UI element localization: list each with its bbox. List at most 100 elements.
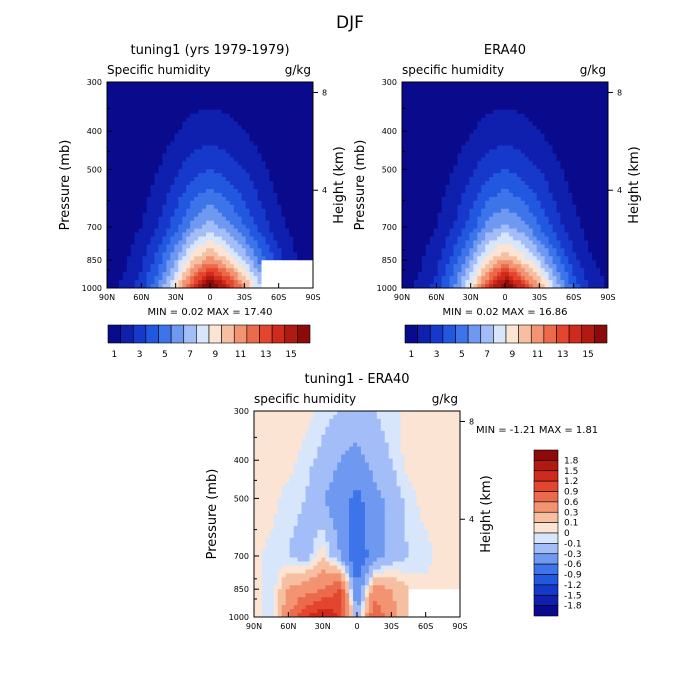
field-cell	[405, 117, 411, 123]
field-cell	[198, 133, 203, 138]
field-cell	[572, 93, 577, 99]
field-cell	[592, 125, 597, 130]
field-cell	[110, 252, 116, 257]
field-cell	[465, 220, 470, 226]
field-cell	[584, 208, 589, 214]
field-cell	[457, 185, 462, 190]
field-cell	[596, 169, 601, 174]
field-cell	[532, 165, 538, 170]
field-cell	[457, 82, 462, 87]
field-cell	[453, 196, 458, 202]
field-cell	[210, 200, 215, 206]
field-cell	[501, 109, 506, 115]
field-cell	[461, 192, 466, 198]
field-cell	[281, 272, 286, 277]
field-cell	[261, 177, 266, 182]
field-cell	[556, 145, 561, 150]
field-cell	[253, 121, 258, 126]
field-cell	[309, 284, 314, 289]
field-cell	[182, 248, 187, 253]
field-cell	[297, 228, 302, 233]
field-cell	[501, 133, 506, 138]
field-cell	[118, 252, 124, 257]
field-cell	[576, 196, 581, 202]
field-cell	[528, 236, 534, 241]
field-cell	[206, 244, 211, 249]
field-cell	[477, 173, 482, 178]
field-cell	[309, 216, 314, 222]
field-cell	[600, 129, 605, 134]
field-cell	[305, 272, 310, 277]
field-cell	[198, 137, 203, 142]
field-cell	[536, 125, 542, 130]
field-cell	[584, 200, 589, 206]
field-cell	[269, 208, 274, 214]
field-cell	[457, 224, 462, 229]
field-cell	[576, 101, 581, 107]
field-cell	[134, 220, 140, 226]
field-cell	[194, 200, 199, 206]
field-cell	[552, 216, 557, 222]
field-cell	[413, 82, 419, 87]
field-cell	[301, 208, 306, 214]
field-cell	[508, 216, 514, 222]
field-cell	[520, 216, 526, 222]
field-cell	[528, 129, 534, 134]
field-cell	[297, 113, 302, 119]
field-cell	[501, 101, 506, 107]
field-cell	[249, 228, 254, 233]
field-cell	[210, 192, 215, 198]
field-cell	[261, 149, 266, 154]
field-cell	[572, 216, 577, 222]
field-cell	[265, 101, 270, 107]
field-cell	[190, 181, 195, 186]
field-cell	[245, 280, 251, 285]
field-cell	[580, 161, 585, 166]
field-cell	[413, 188, 419, 194]
field-cell	[285, 216, 290, 222]
field-cell	[265, 248, 270, 253]
field-cell	[289, 224, 294, 229]
field-cell	[485, 145, 490, 150]
field-cell	[429, 101, 435, 107]
field-cell	[477, 169, 482, 174]
field-cell	[309, 248, 314, 253]
field-cell	[457, 97, 462, 103]
field-cell	[425, 173, 431, 178]
field-cell	[528, 161, 534, 166]
field-cell	[497, 181, 502, 186]
field-cell	[524, 125, 530, 130]
field-cell	[453, 224, 458, 229]
field-cell	[257, 125, 262, 130]
field-cell	[162, 141, 167, 146]
field-cell	[536, 204, 542, 210]
field-cell	[166, 252, 171, 257]
field-cell	[269, 228, 274, 233]
field-cell	[110, 165, 116, 170]
field-cell	[552, 82, 557, 87]
field-cell	[297, 280, 302, 285]
field-cell	[528, 220, 534, 226]
field-cell	[150, 157, 155, 162]
field-cell	[257, 89, 262, 95]
field-cell	[305, 121, 310, 126]
field-cell	[186, 216, 191, 222]
field-cell	[449, 82, 454, 87]
field-cell	[245, 284, 251, 289]
field-cell	[580, 133, 585, 138]
field-cell	[225, 129, 231, 134]
field-cell	[174, 224, 179, 229]
field-cell	[309, 145, 314, 150]
field-cell	[162, 220, 167, 226]
field-cell	[126, 89, 132, 95]
field-cell	[457, 113, 462, 119]
colorbar-label: 9	[212, 350, 218, 360]
field-cell	[465, 204, 470, 210]
field-cell	[142, 244, 148, 249]
field-cell	[576, 244, 581, 249]
field-cell	[237, 145, 243, 150]
field-cell	[289, 256, 294, 261]
field-cell	[469, 244, 474, 249]
field-cell	[516, 117, 522, 123]
field-cell	[237, 125, 243, 130]
